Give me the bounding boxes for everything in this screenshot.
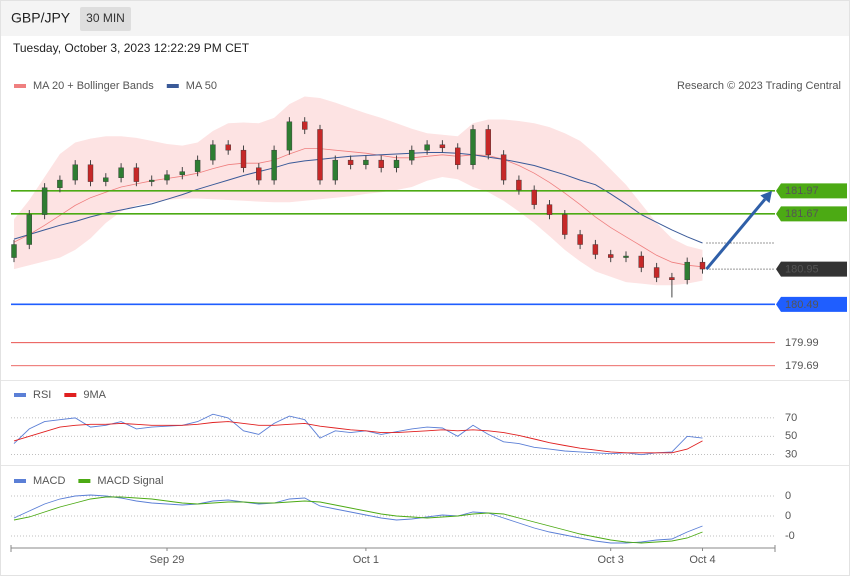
level-label: 179.99: [785, 337, 819, 349]
x-tick-label: Sep 29: [150, 554, 185, 566]
candle-body: [363, 159, 369, 165]
ma-line: [13, 148, 703, 268]
x-tick-label: Oct 4: [689, 554, 715, 566]
candle-body: [332, 159, 338, 181]
candle-body: [210, 144, 216, 161]
candle-body: [531, 189, 537, 205]
candle-body: [684, 261, 690, 281]
level-box: [776, 296, 847, 312]
candle-body: [623, 255, 629, 258]
candle-body: [148, 179, 155, 182]
candle-body: [455, 147, 461, 165]
candle-body: [164, 174, 170, 181]
candle-body: [317, 129, 323, 181]
legend-swatch: [166, 84, 179, 88]
candle-body: [439, 144, 446, 149]
y-tick-label: 30: [785, 449, 797, 461]
indicator-line: [13, 413, 703, 456]
level-box: [776, 206, 847, 222]
candle-body: [546, 204, 553, 215]
legend-swatch: [14, 84, 26, 88]
timestamp: Tuesday, October 3, 2023 12:22:29 PM CET: [13, 41, 250, 55]
candle-body: [562, 214, 568, 235]
level-label: 180.95: [785, 263, 819, 275]
interval-label[interactable]: 30 MIN: [86, 11, 125, 25]
candle-body: [669, 277, 675, 281]
candle-body: [409, 149, 415, 161]
candle-body: [11, 244, 17, 258]
candle-body: [577, 234, 583, 245]
level-label: 181.67: [785, 208, 819, 220]
candle-body: [118, 167, 124, 178]
symbol: GBP/JPY: [11, 10, 71, 26]
candle-body: [378, 159, 384, 168]
level-label: 180.49: [785, 299, 819, 311]
legend-label: 9MA: [83, 389, 106, 401]
candle-body: [286, 121, 293, 151]
candle-body: [302, 121, 308, 130]
y-tick-label: -0: [785, 530, 795, 542]
x-tick-label: Oct 1: [353, 554, 379, 566]
candle-body: [608, 254, 614, 258]
candle-body: [393, 159, 400, 168]
candle-body: [256, 167, 262, 181]
candle-body: [470, 129, 476, 165]
candle-body: [653, 267, 660, 278]
indicator-line: [13, 496, 703, 544]
header-bar: [1, 1, 849, 36]
candle-body: [592, 244, 599, 255]
level-box: [776, 261, 847, 277]
candle-body: [87, 164, 94, 182]
indicator-line: [13, 421, 703, 454]
legend-swatch: [78, 479, 91, 483]
legend-swatch: [14, 393, 26, 397]
candle-body: [485, 129, 491, 155]
candle-body: [424, 144, 430, 151]
candle-body: [347, 159, 354, 165]
legend-label: MACD: [33, 475, 65, 487]
candle-body: [699, 261, 706, 270]
legend-label: MACD Signal: [97, 475, 163, 487]
level-label: 181.97: [785, 185, 819, 197]
legend-label: MA 20 + Bollinger Bands: [33, 80, 154, 92]
legend-label: MA 50: [186, 80, 217, 92]
y-tick-label: 50: [785, 430, 797, 442]
interval-button[interactable]: [80, 7, 131, 31]
candle-body: [240, 149, 247, 168]
level-label: 179.69: [785, 360, 819, 372]
x-tick-label: Oct 3: [598, 554, 624, 566]
candle-body: [225, 144, 231, 151]
candle-body: [516, 179, 522, 191]
candle-body: [72, 164, 78, 181]
legend-label: RSI: [33, 389, 51, 401]
candle-body: [26, 214, 32, 245]
candle-body: [133, 167, 140, 182]
candle-body: [271, 149, 277, 181]
level-box: [776, 183, 847, 199]
y-tick-label: 0: [785, 490, 791, 502]
candle-body: [41, 187, 48, 215]
y-tick-label: 70: [785, 412, 797, 424]
projection-arrow: [705, 198, 767, 271]
projection-arrowhead: [760, 190, 772, 204]
y-tick-label: 0: [785, 510, 791, 522]
candle-body: [194, 159, 201, 172]
candle-body: [103, 177, 109, 182]
legend-swatch: [14, 479, 26, 483]
legend-swatch: [64, 393, 77, 397]
indicator-line: [13, 494, 703, 544]
candle-body: [179, 171, 186, 175]
candle-body: [638, 255, 644, 268]
ma-line: [13, 152, 703, 244]
candle-body: [500, 154, 507, 181]
candle-body: [57, 179, 63, 188]
credit: Research © 2023 Trading Central: [677, 80, 841, 92]
